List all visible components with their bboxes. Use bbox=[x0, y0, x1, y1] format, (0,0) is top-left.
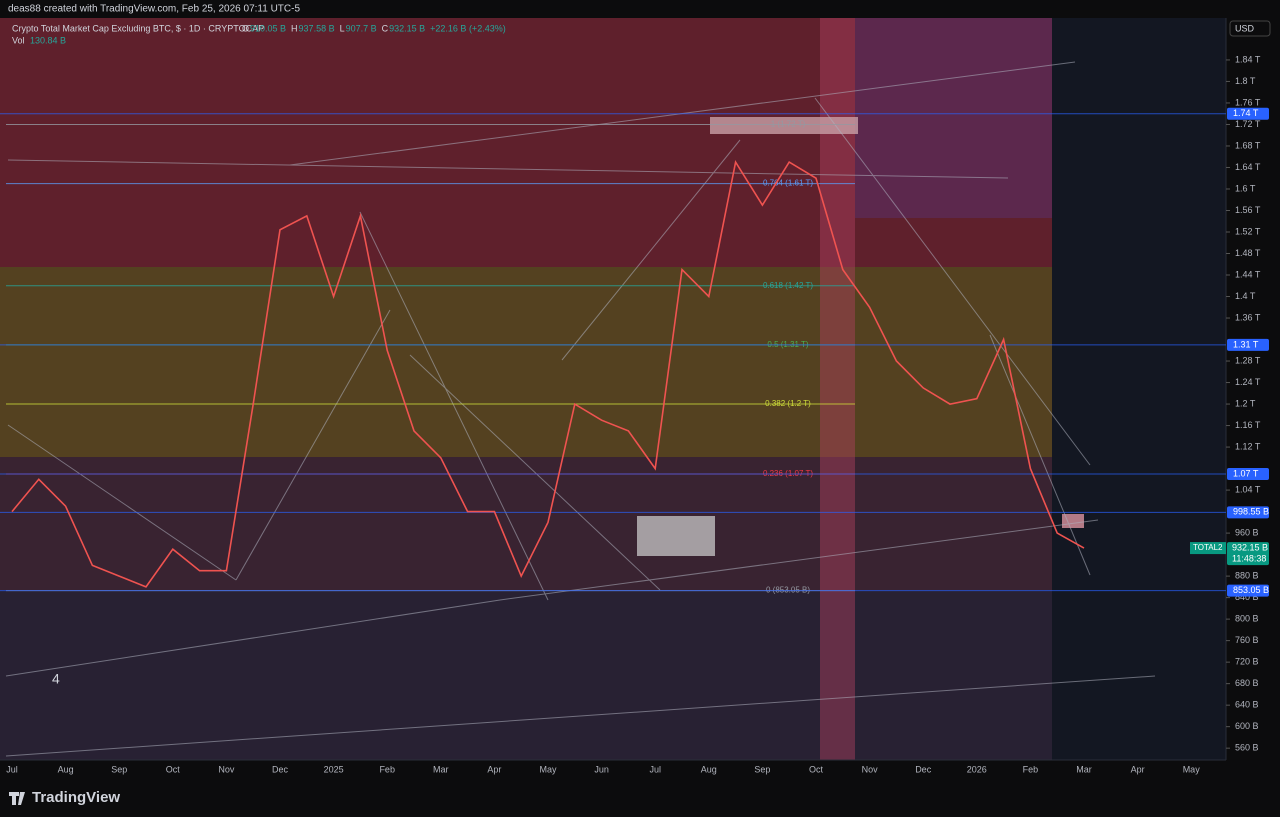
y-tick-label: 1.76 T bbox=[1235, 97, 1261, 107]
price-line-label: 1.07 T bbox=[1233, 468, 1259, 478]
price-line-box bbox=[1227, 338, 1269, 351]
x-tick-label: Sep bbox=[754, 764, 770, 774]
x-tick-label: Jun bbox=[594, 764, 609, 774]
zone-low bbox=[0, 590, 1052, 760]
price-line-box bbox=[1227, 467, 1269, 480]
zone-purple bbox=[855, 18, 1052, 218]
x-tick-label: 2026 bbox=[967, 764, 987, 774]
y-tick-label: 640 B bbox=[1235, 700, 1259, 710]
y-tick-label: 680 B bbox=[1235, 678, 1259, 688]
box bbox=[637, 516, 715, 556]
y-tick-label: 1.68 T bbox=[1235, 140, 1261, 150]
fib-label: 0.618 (1.42 T) bbox=[763, 281, 813, 290]
x-tick-label: 2025 bbox=[324, 764, 344, 774]
fib-label: 1 (1.72 T) bbox=[771, 120, 806, 129]
price-line-box bbox=[1227, 107, 1269, 120]
credit: deas88 created with TradingView.com, Feb… bbox=[8, 4, 300, 15]
last-symbol: TOTAL2 bbox=[1193, 543, 1223, 552]
ohlc-key: L bbox=[340, 23, 345, 33]
y-tick-label: 1.2 T bbox=[1235, 398, 1256, 408]
ohlc-value: 910.05 B bbox=[250, 23, 286, 33]
y-tick-label: 1.12 T bbox=[1235, 441, 1261, 451]
y-tick-label: 1.6 T bbox=[1235, 183, 1256, 193]
y-tick-label: 880 B bbox=[1235, 570, 1259, 580]
y-tick-label: 1.28 T bbox=[1235, 355, 1261, 365]
logo bbox=[9, 792, 25, 805]
x-tick-label: Feb bbox=[1023, 764, 1039, 774]
ohlc-value: +22.16 B (+2.43%) bbox=[430, 23, 506, 33]
y-tick-label: 1.24 T bbox=[1235, 377, 1261, 387]
y-tick-label: 760 B bbox=[1235, 635, 1259, 645]
y-tick-label: 1.4 T bbox=[1235, 291, 1256, 301]
annotation: 4 bbox=[52, 671, 60, 687]
x-tick-label: May bbox=[1183, 764, 1201, 774]
fib-label: 0.764 (1.61 T) bbox=[763, 179, 813, 188]
x-tick-label: Nov bbox=[862, 764, 879, 774]
vol: 130.84 B bbox=[30, 35, 66, 45]
ohlc-value: 907.7 B bbox=[346, 23, 377, 33]
zone-band bbox=[820, 18, 855, 760]
box bbox=[710, 117, 858, 134]
price-line-label: 1.74 T bbox=[1233, 108, 1259, 118]
y-tick-label: 1.36 T bbox=[1235, 312, 1261, 322]
x-tick-label: Apr bbox=[1131, 764, 1145, 774]
x-tick-label: Aug bbox=[58, 764, 74, 774]
x-tick-label: Oct bbox=[809, 764, 824, 774]
y-tick-label: 840 B bbox=[1235, 592, 1259, 602]
fib-label: 0.382 (1.2 T) bbox=[765, 399, 811, 408]
y-tick-label: 1.84 T bbox=[1235, 54, 1261, 64]
last-symbol-box bbox=[1190, 542, 1226, 555]
ohlc: O 910.05 B H 937.58 B L 907.7 B C 932.15 B +22.1… bbox=[242, 23, 506, 33]
x-tick-label: Mar bbox=[433, 764, 449, 774]
last-price: 932.15 B bbox=[1232, 542, 1268, 552]
footer-brand: TradingView bbox=[32, 789, 120, 806]
x-tick-label: May bbox=[539, 764, 557, 774]
y-tick-label: 1.44 T bbox=[1235, 269, 1261, 279]
x-tick-label: Dec bbox=[915, 764, 932, 774]
price-line-label: 1.31 T bbox=[1233, 339, 1259, 349]
vol-label: Vol bbox=[12, 35, 25, 45]
price-line-box bbox=[1227, 584, 1269, 597]
y-tick-label: 1.52 T bbox=[1235, 226, 1261, 236]
y-tick-label: 720 B bbox=[1235, 657, 1259, 667]
x-tick-label: Feb bbox=[379, 764, 395, 774]
y-tick-label: 1.04 T bbox=[1235, 484, 1261, 494]
x-tick-label: Oct bbox=[166, 764, 181, 774]
ohlc-key: O bbox=[242, 23, 249, 33]
currency: USD bbox=[1235, 23, 1255, 33]
symbol: Crypto Total Market Cap Excluding BTC, $… bbox=[12, 23, 264, 33]
y-tick-label: 1.64 T bbox=[1235, 162, 1261, 172]
y-tick-label: 1.8 T bbox=[1235, 76, 1256, 86]
y-tick-label: 1.16 T bbox=[1235, 420, 1261, 430]
x-tick-label: Dec bbox=[272, 764, 289, 774]
y-tick-label: 960 B bbox=[1235, 527, 1259, 537]
x-tick-label: Mar bbox=[1076, 764, 1092, 774]
x-tick-label: Apr bbox=[487, 764, 501, 774]
x-tick-label: Sep bbox=[111, 764, 127, 774]
last-price-box bbox=[1227, 542, 1269, 566]
ohlc-key: H bbox=[291, 23, 298, 33]
price-line-series bbox=[11, 159, 1085, 588]
ohlc-key: C bbox=[382, 23, 389, 33]
price-line-box bbox=[1227, 506, 1269, 519]
y-tick-label: 560 B bbox=[1235, 743, 1259, 753]
x-tick-label: Nov bbox=[218, 764, 235, 774]
trendlines bbox=[5, 61, 1156, 757]
y-tick-label: 1.48 T bbox=[1235, 248, 1261, 258]
y-tick-label: 800 B bbox=[1235, 614, 1259, 624]
currency-box bbox=[1229, 20, 1271, 37]
ohlc-value: 937.58 B bbox=[299, 23, 335, 33]
x-tick-label: Jul bbox=[649, 764, 661, 774]
price-line-label: 998.55 B bbox=[1233, 507, 1269, 517]
countdown: 11:48:38 bbox=[1232, 553, 1266, 563]
price-line-label: 853.05 B bbox=[1233, 585, 1269, 595]
zone-orange bbox=[0, 267, 1052, 457]
x-tick-label: Aug bbox=[701, 764, 717, 774]
y-tick-label: 1.72 T bbox=[1235, 119, 1261, 129]
ohlc-value: 932.15 B bbox=[389, 23, 425, 33]
x-tick-label: Jul bbox=[6, 764, 18, 774]
y-tick-label: 600 B bbox=[1235, 721, 1259, 731]
y-tick-label: 1.56 T bbox=[1235, 205, 1261, 215]
